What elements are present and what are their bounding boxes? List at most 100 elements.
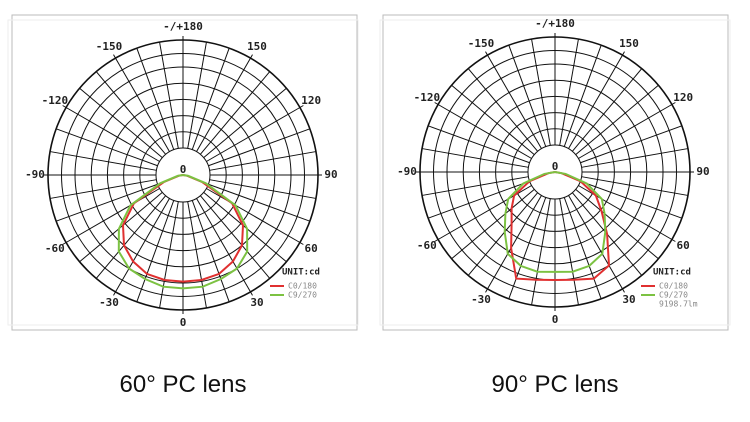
grid-spoke [206, 188, 301, 243]
grid-spoke [208, 183, 311, 222]
grid-spoke [487, 195, 542, 290]
grid-spoke [208, 128, 311, 167]
intensity-curve [503, 171, 607, 273]
intensity-curve [117, 174, 249, 290]
plot-area [379, 19, 731, 326]
grid-spoke [531, 38, 551, 146]
grid-spoke [575, 188, 659, 260]
theta-tick [671, 102, 676, 105]
theta-tick-label: 90 [324, 168, 337, 181]
theta-tick [113, 291, 116, 296]
theta-tick-label: 30 [622, 293, 635, 306]
theta-tick-label: -90 [25, 168, 45, 181]
grid-spoke [427, 180, 530, 219]
grid-spoke [199, 71, 271, 155]
grid-spoke [571, 68, 643, 152]
theta-tick-label: -/+180 [535, 17, 575, 30]
grid-spoke [580, 125, 683, 164]
grid-spoke [49, 151, 157, 171]
theta-tick-label: -150 [468, 37, 495, 50]
theta-tick-label: -30 [471, 293, 491, 306]
caption: 60° PC lens [120, 371, 247, 398]
theta-tick [299, 105, 304, 108]
grid-spoke [568, 54, 623, 149]
intensity-curve [510, 171, 611, 282]
grid-spoke [136, 47, 175, 150]
grid-spoke [581, 148, 689, 168]
grid-spoke [578, 104, 673, 159]
grid-spoke [65, 107, 160, 162]
theta-tick-label: 60 [305, 242, 318, 255]
center-label: 0 [180, 163, 187, 176]
theta-tick-label: 0 [552, 313, 559, 326]
caption: 90° PC lens [492, 371, 619, 398]
grid-spoke [65, 188, 160, 243]
grid-spoke [79, 87, 163, 159]
grid-spoke [568, 195, 623, 290]
grid-spoke [196, 57, 251, 152]
theta-tick-label: -120 [414, 91, 441, 104]
plot-area [7, 19, 359, 326]
grid-spoke [136, 200, 175, 303]
grid-spoke [159, 41, 179, 149]
grid-spoke [508, 197, 547, 300]
legend-label: C9/270 [659, 291, 688, 300]
grid-spoke [580, 180, 683, 219]
unit-label: UNIT:cd [653, 268, 691, 278]
grid-spoke [115, 57, 170, 152]
grid-spoke [531, 198, 551, 306]
grid-spoke [563, 197, 602, 300]
grid-spoke [559, 198, 579, 306]
theta-tick [485, 288, 488, 293]
grid-spoke [451, 188, 535, 260]
unit-label: UNIT:cd [282, 268, 320, 278]
grid-spoke [487, 54, 542, 149]
grid-spoke [187, 41, 207, 149]
theta-tick-label: 120 [301, 94, 321, 107]
theta-tick-label: 120 [673, 91, 693, 104]
theta-tick-label: -150 [96, 40, 123, 53]
grid-spoke [95, 195, 167, 279]
theta-tick [671, 239, 676, 242]
theta-tick-label: 90 [696, 165, 709, 178]
theta-tick [250, 291, 253, 296]
legend-label: C9/270 [288, 291, 317, 300]
grid-spoke [575, 84, 659, 156]
grid-spoke [191, 47, 230, 150]
theta-tick-label: 150 [619, 37, 639, 50]
theta-tick [622, 51, 625, 56]
grid-spoke [159, 201, 179, 309]
theta-tick-label: -/+180 [163, 20, 203, 33]
theta-tick [250, 54, 253, 59]
theta-tick-label: -60 [417, 239, 437, 252]
theta-tick [622, 288, 625, 293]
theta-tick-label: -90 [397, 165, 417, 178]
grid-spoke [427, 125, 530, 164]
theta-tick [299, 242, 304, 245]
theta-tick [434, 102, 439, 105]
grid-spoke [467, 192, 539, 276]
theta-tick [62, 105, 67, 108]
theta-tick-label: 30 [250, 296, 263, 309]
grid-spoke [55, 128, 158, 167]
theta-tick-label: -60 [45, 242, 65, 255]
theta-tick-label: -120 [42, 94, 69, 107]
grid-spoke [206, 107, 301, 162]
grid-spoke [191, 200, 230, 303]
grid-spoke [115, 198, 170, 293]
grid-spoke [55, 183, 158, 222]
theta-tick [62, 242, 67, 245]
grid-spoke [451, 84, 535, 156]
theta-tick [485, 51, 488, 56]
theta-tick [434, 239, 439, 242]
grid-spoke [95, 71, 167, 155]
grid-spoke [559, 38, 579, 146]
flux-annotation: 9198.7lm [659, 300, 698, 309]
grid-spoke [203, 87, 287, 159]
grid-spoke [421, 176, 529, 196]
grid-spoke [49, 179, 157, 199]
grid-spoke [508, 44, 547, 147]
center-label: 0 [552, 160, 559, 173]
theta-tick-label: 60 [677, 239, 690, 252]
legend-label: C0/180 [288, 282, 317, 291]
